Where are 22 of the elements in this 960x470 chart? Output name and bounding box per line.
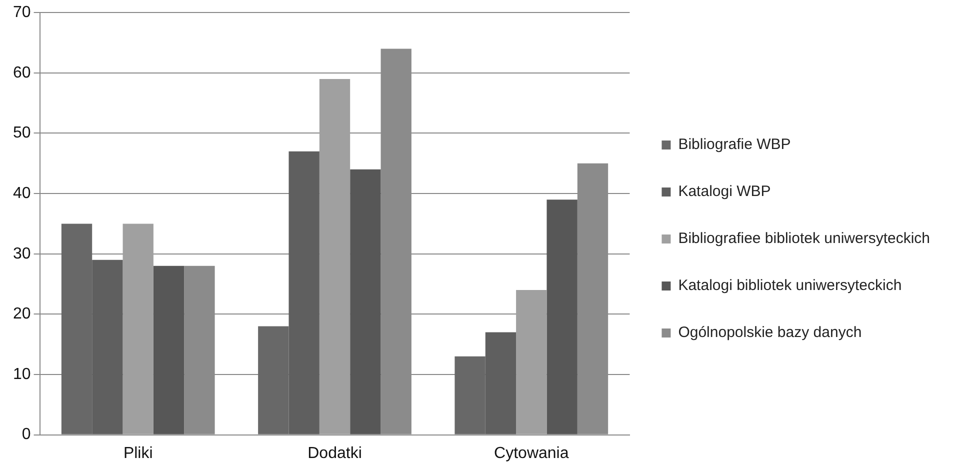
bar (350, 169, 381, 434)
legend-label: Ogólnopolskie bazy danych (678, 324, 862, 342)
y-tick-label: 70 (13, 4, 31, 22)
y-tick-label: 0 (22, 426, 31, 444)
legend-label: Bibliografiee bibliotek uniwersyteckich (678, 230, 930, 248)
x-tick-label: Dodatki (308, 444, 362, 462)
bar (546, 200, 578, 434)
y-tick-label: 10 (13, 366, 31, 383)
y-tick-label: 20 (13, 306, 31, 323)
y-tick-label: 30 (13, 245, 31, 262)
legend-label: Bibliografie WBP (678, 136, 791, 154)
bar (516, 290, 547, 434)
bar (319, 78, 350, 434)
y-tick-label: 50 (13, 124, 31, 142)
x-tick-label: Pliki (123, 444, 153, 462)
legend-label: Katalogi bibliotek uniwersyteckich (678, 277, 902, 294)
y-tick-label: 60 (13, 64, 31, 82)
legend-label: Katalogi WBP (678, 183, 771, 200)
bar (153, 266, 184, 434)
bar (122, 224, 154, 434)
y-tick-label: 40 (13, 184, 31, 202)
x-tick-label: Cytowania (494, 444, 569, 462)
